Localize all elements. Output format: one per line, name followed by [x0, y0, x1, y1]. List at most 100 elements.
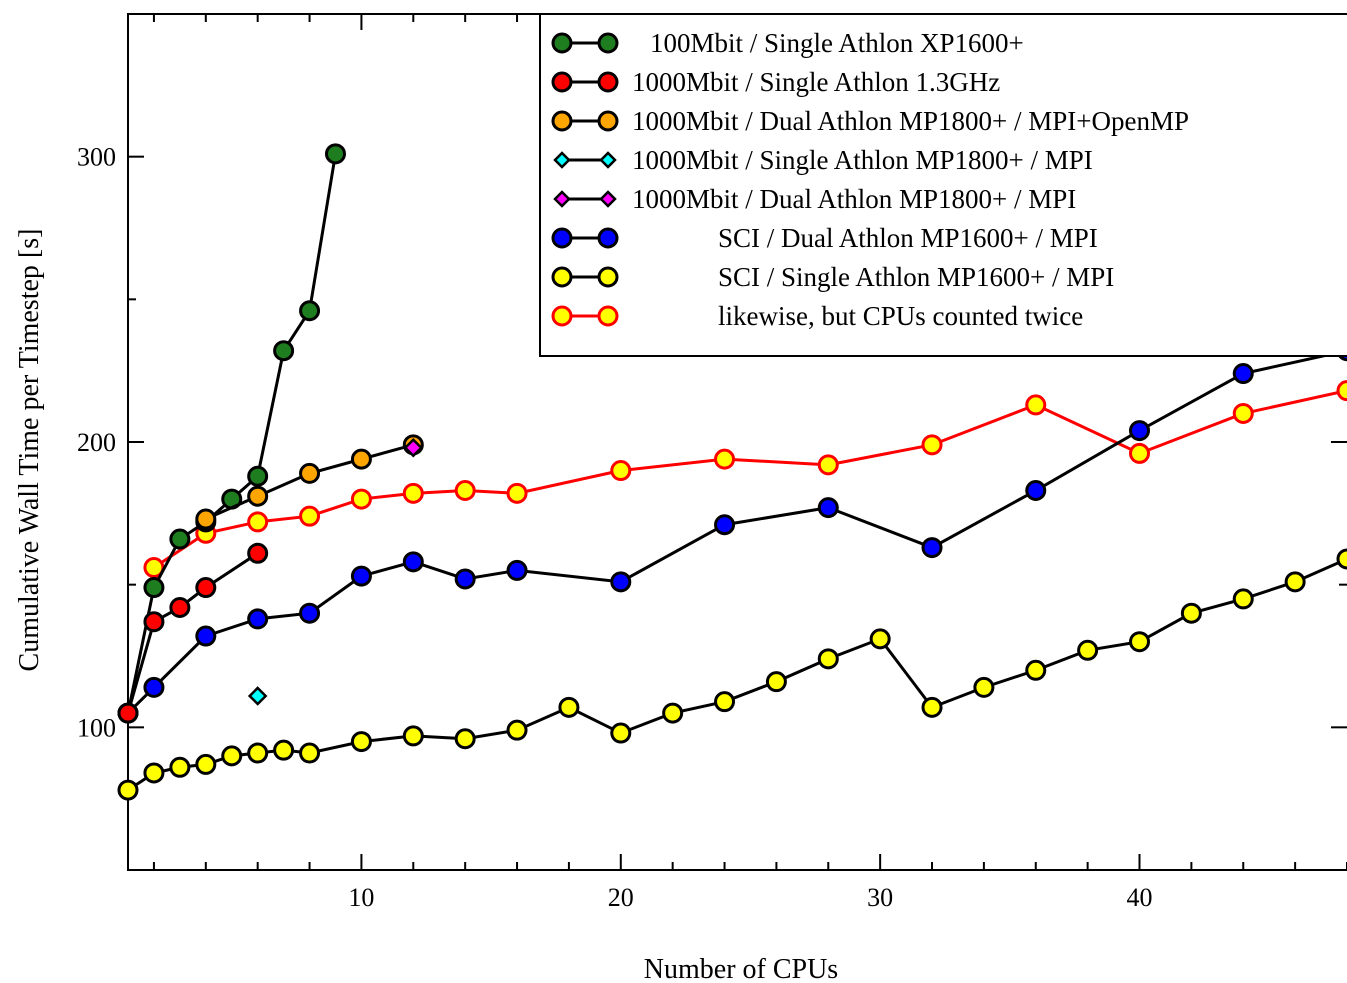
legend-marker	[551, 71, 573, 93]
data-point	[402, 725, 424, 747]
data-point	[610, 460, 632, 482]
legend: 100Mbit / Single Athlon XP1600+ 1000Mbit …	[539, 13, 1347, 357]
data-point	[1025, 480, 1047, 502]
data-point	[143, 611, 165, 633]
series-1	[117, 143, 346, 724]
data-point	[610, 722, 632, 744]
data-point	[402, 482, 424, 504]
series-8	[143, 380, 1347, 579]
data-point	[324, 143, 346, 165]
legend-marker	[551, 110, 573, 132]
data-point	[714, 448, 736, 470]
data-point	[195, 753, 217, 775]
data-point	[143, 676, 165, 698]
data-point	[299, 462, 321, 484]
data-point	[350, 448, 372, 470]
data-point	[299, 742, 321, 764]
series-5	[403, 437, 424, 458]
legend-marker	[551, 305, 573, 327]
data-point	[662, 702, 684, 724]
legend-label: SCI / Single Athlon MP1600+ / MPI	[718, 262, 1114, 292]
legend-label: 1000Mbit / Single Athlon MP1800+ / MPI	[632, 145, 1093, 175]
legend-label: SCI / Dual Athlon MP1600+ / MPI	[718, 223, 1098, 253]
legend-label: 100Mbit / Single Athlon XP1600+	[650, 28, 1024, 58]
legend-marker	[597, 71, 619, 93]
data-point	[1232, 402, 1254, 424]
data-point	[506, 482, 528, 504]
data-point	[1025, 394, 1047, 416]
data-point	[403, 437, 424, 458]
data-point	[1336, 548, 1347, 570]
data-point	[117, 779, 139, 801]
x-tick-label: 40	[1127, 883, 1153, 912]
y-tick-label: 200	[77, 428, 116, 457]
series-2	[117, 542, 269, 724]
data-point	[350, 731, 372, 753]
data-point	[558, 696, 580, 718]
legend-marker	[597, 32, 619, 54]
data-point	[921, 537, 943, 559]
y-tick-label: 100	[77, 713, 116, 742]
data-point	[169, 596, 191, 618]
legend-marker	[597, 305, 619, 327]
data-point	[610, 571, 632, 593]
y-tick-label: 300	[77, 143, 116, 172]
series-7	[117, 548, 1347, 801]
data-point	[117, 702, 139, 724]
legend-marker	[553, 151, 571, 169]
data-point	[299, 505, 321, 527]
series-6	[117, 340, 1347, 724]
series-line	[126, 349, 1347, 715]
data-point	[247, 485, 269, 507]
data-point	[1077, 639, 1099, 661]
data-point	[169, 528, 191, 550]
data-point	[273, 340, 295, 362]
legend-marker	[551, 32, 573, 54]
data-point	[506, 719, 528, 741]
data-point	[1180, 602, 1202, 624]
series-line	[153, 389, 1347, 569]
data-point	[817, 648, 839, 670]
data-point	[1129, 420, 1151, 442]
data-point	[1129, 442, 1151, 464]
data-point	[973, 676, 995, 698]
data-point	[765, 671, 787, 693]
data-point	[1336, 380, 1347, 402]
legend-marker	[597, 266, 619, 288]
legend-marker	[599, 151, 617, 169]
data-point	[221, 745, 243, 767]
x-tick-label: 10	[348, 883, 374, 912]
legend-box	[539, 13, 1347, 357]
data-point	[921, 696, 943, 718]
data-point	[817, 454, 839, 476]
legend-marker	[553, 190, 571, 208]
legend-entry: 100Mbit / Single Athlon XP1600+	[551, 28, 1024, 58]
data-point	[350, 565, 372, 587]
data-point	[195, 508, 217, 530]
data-point	[247, 511, 269, 533]
data-point	[143, 577, 165, 599]
data-point	[817, 497, 839, 519]
legend-label: 1000Mbit / Dual Athlon MP1800+ / MPI	[632, 184, 1076, 214]
data-point	[714, 514, 736, 536]
legend-entry: 1000Mbit / Dual Athlon MP1800+ / MPI+Ope…	[551, 106, 1189, 136]
legend-entry: SCI / Dual Athlon MP1600+ / MPI	[551, 223, 1098, 253]
legend-label: 1000Mbit / Dual Athlon MP1800+ / MPI+Ope…	[632, 106, 1189, 136]
data-point	[869, 628, 891, 650]
data-point	[402, 551, 424, 573]
data-point	[454, 568, 476, 590]
data-point	[714, 691, 736, 713]
data-point	[143, 762, 165, 784]
legend-marker	[599, 190, 617, 208]
legend-entry: 1000Mbit / Single Athlon 1.3GHz	[551, 67, 1000, 97]
x-tick-label: 30	[867, 883, 893, 912]
legend-label: likewise, but CPUs counted twice	[718, 301, 1083, 331]
data-point	[247, 542, 269, 564]
data-point	[1232, 588, 1254, 610]
legend-marker	[597, 110, 619, 132]
data-point	[195, 577, 217, 599]
plot-area	[117, 143, 1347, 801]
data-point	[1232, 363, 1254, 385]
data-point	[169, 756, 191, 778]
data-point	[921, 434, 943, 456]
